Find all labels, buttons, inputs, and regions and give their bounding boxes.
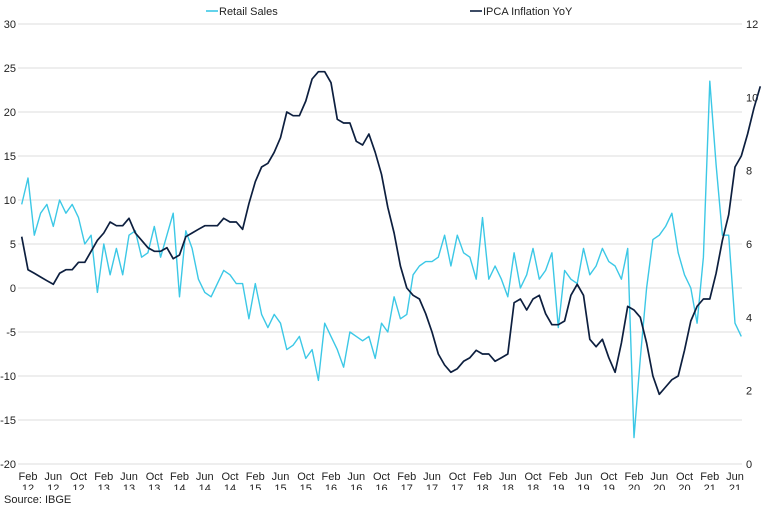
x-tick-label: Jun xyxy=(499,471,517,483)
right-tick-label: 8 xyxy=(746,166,752,178)
x-tick-label: Jun xyxy=(272,471,290,483)
x-tick-label: 14 xyxy=(173,483,185,490)
x-tick-label: 13 xyxy=(98,483,110,490)
x-tick-label: Oct xyxy=(524,471,541,483)
series-line xyxy=(20,70,762,396)
x-tick-label: Jun xyxy=(423,471,441,483)
x-tick-label: Feb xyxy=(700,471,719,483)
line-chart: 302520151050-5-10-15-20121086420Feb12Jun… xyxy=(0,6,762,490)
x-tick-label: Oct xyxy=(297,471,314,483)
x-tick-label: Feb xyxy=(549,471,568,483)
x-tick-label: Feb xyxy=(322,471,341,483)
gridlines xyxy=(18,23,742,465)
x-tick-label: Oct xyxy=(676,471,693,483)
x-tick-label: 12 xyxy=(22,483,34,490)
x-tick-label: 18 xyxy=(502,483,514,490)
x-tick-label: 21 xyxy=(704,483,716,490)
x-tick-label: 14 xyxy=(199,483,211,490)
x-tick-label: Jun xyxy=(726,471,744,483)
left-tick-label: 10 xyxy=(4,195,16,207)
x-tick-label: 15 xyxy=(249,483,261,490)
right-tick-label: 12 xyxy=(746,19,758,31)
x-tick-label: 20 xyxy=(628,483,640,490)
left-tick-label: -20 xyxy=(0,459,16,471)
x-tick-label: Feb xyxy=(94,471,113,483)
left-tick-label: 0 xyxy=(10,283,16,295)
left-tick-label: 20 xyxy=(4,107,16,119)
x-tick-label: 17 xyxy=(451,483,463,490)
left-axis: 30 25 20 15 10 5 0 -5 -10 -15 -20 xyxy=(0,19,16,471)
x-tick-label: Oct xyxy=(449,471,466,483)
right-tick-label: 6 xyxy=(746,239,752,251)
x-tick-label: Oct xyxy=(373,471,390,483)
x-tick-label: Feb xyxy=(170,471,189,483)
x-tick-label: Oct xyxy=(70,471,87,483)
left-tick-label: -10 xyxy=(0,371,16,383)
x-tick-label: Jun xyxy=(120,471,138,483)
x-tick-label: 12 xyxy=(47,483,59,490)
x-tick-label: Feb xyxy=(473,471,492,483)
left-tick-label: 15 xyxy=(4,151,16,163)
x-tick-label: 13 xyxy=(148,483,160,490)
x-tick-label: 16 xyxy=(350,483,362,490)
legend: Retail Sales IPCA Inflation YoY xyxy=(206,6,573,18)
legend-label: IPCA Inflation YoY xyxy=(483,6,573,18)
left-tick-label: 30 xyxy=(4,19,16,31)
x-tick-label: 20 xyxy=(678,483,690,490)
x-tick-label: 21 xyxy=(729,483,741,490)
x-tick-label: Oct xyxy=(600,471,617,483)
left-tick-label: 25 xyxy=(4,63,16,75)
x-tick-label: 13 xyxy=(123,483,135,490)
x-tick-label: 15 xyxy=(300,483,312,490)
x-tick-label: Jun xyxy=(575,471,593,483)
x-tick-label: Feb xyxy=(246,471,265,483)
x-tick-label: 16 xyxy=(325,483,337,490)
left-tick-label: -15 xyxy=(0,415,16,427)
x-tick-label: Jun xyxy=(650,471,668,483)
x-tick-label: 17 xyxy=(401,483,413,490)
x-axis: Feb12Jun12Oct12Feb13Jun13Oct13Feb14Jun14… xyxy=(19,471,744,490)
x-tick-label: 16 xyxy=(375,483,387,490)
right-tick-label: 4 xyxy=(746,312,752,324)
x-tick-label: 12 xyxy=(72,483,84,490)
x-tick-label: Feb xyxy=(19,471,38,483)
x-tick-label: Jun xyxy=(196,471,214,483)
x-tick-label: Feb xyxy=(397,471,416,483)
left-tick-label: -5 xyxy=(6,327,16,339)
x-tick-label: 17 xyxy=(426,483,438,490)
right-tick-label: 2 xyxy=(746,386,752,398)
x-tick-label: 20 xyxy=(653,483,665,490)
x-tick-label: 18 xyxy=(527,483,539,490)
x-tick-label: 15 xyxy=(274,483,286,490)
x-tick-label: 14 xyxy=(224,483,236,490)
x-tick-label: Jun xyxy=(347,471,365,483)
legend-label: Retail Sales xyxy=(219,6,278,18)
series-line xyxy=(21,80,742,439)
x-tick-label: Oct xyxy=(146,471,163,483)
x-tick-label: Jun xyxy=(44,471,62,483)
left-tick-label: 5 xyxy=(10,239,16,251)
x-tick-label: 18 xyxy=(476,483,488,490)
source-note: Source: IBGE xyxy=(4,494,72,506)
x-tick-label: 19 xyxy=(577,483,589,490)
x-tick-label: Oct xyxy=(221,471,238,483)
x-tick-label: 19 xyxy=(603,483,615,490)
x-tick-label: 19 xyxy=(552,483,564,490)
right-tick-label: 0 xyxy=(746,459,752,471)
x-tick-label: Feb xyxy=(625,471,644,483)
